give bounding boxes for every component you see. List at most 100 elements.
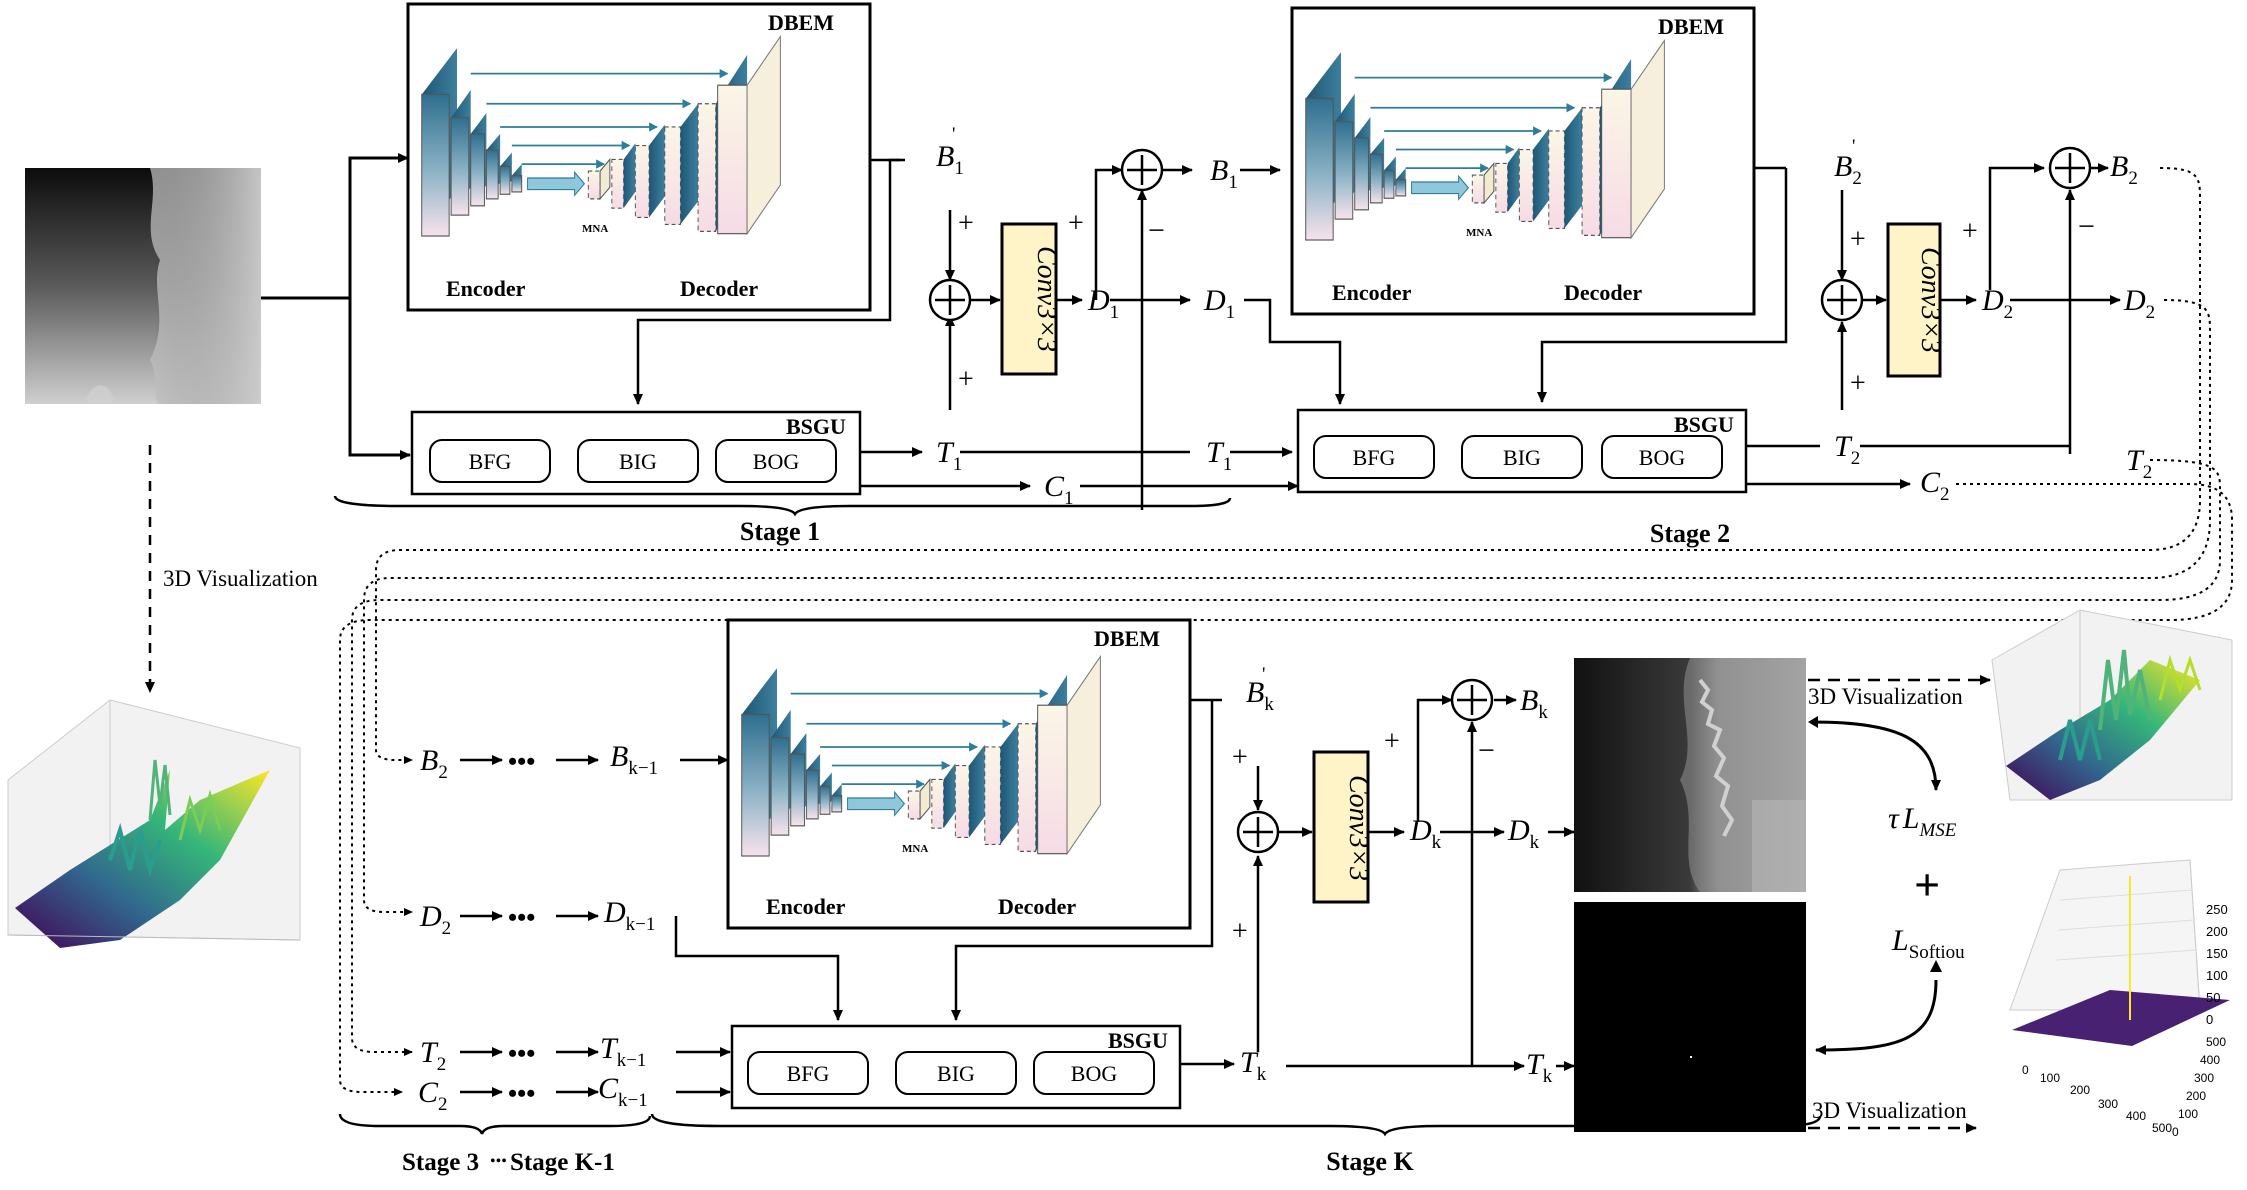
svg-text:D1: D1 [1087,284,1119,323]
svg-text:+: + [1850,224,1866,255]
surface-plot-left [7,699,301,948]
intermediate-rows: B2 D2 T2 C2 ••• ••• ••• ••• Bk−1 Dk−1 Tk… [418,740,658,1115]
encoder-label: Encoder [446,276,526,301]
stage3-label: Stage 3 [402,1149,479,1176]
brace-stagek [650,1113,1822,1137]
svg-text:+: + [1850,368,1866,399]
svg-text:': ' [952,124,955,145]
svg-text:Ck−1: Ck−1 [598,1072,648,1111]
svg-text:Conv3×3: Conv3×3 [1915,247,1946,353]
svg-text:C1: C1 [1044,470,1074,509]
svg-text:BSGU: BSGU [1674,412,1734,437]
stagek-bsgu: BSGU BFG BIG BOG [730,1024,1182,1110]
svg-text:BSGU: BSGU [1108,1028,1168,1053]
svg-text:BOG: BOG [1071,1061,1118,1086]
svg-text:Conv3×3: Conv3×3 [1031,246,1062,352]
spike-plot-ztick-labels: 250 200 150 100 50 0 [2206,902,2228,1027]
svg-text:D1: D1 [1203,284,1235,323]
brace-stage1 [333,495,1232,517]
svg-text:D2: D2 [1981,284,2013,323]
svg-text:MNA: MNA [902,843,928,855]
svg-text:BFG: BFG [787,1061,830,1086]
svg-text:Tk−1: Tk−1 [600,1032,646,1071]
stage1-bsgu: BSGU BFG BIG BOG [410,410,862,496]
svg-text:50: 50 [2206,990,2220,1005]
stage2-dbem: DBEM Encoder Decoder MNA [1290,6,1756,316]
svg-text:+: + [1068,208,1084,239]
viz-label-top-right: 3D Visualization [1808,684,1963,709]
svg-text:C2: C2 [1920,466,1950,505]
svg-text:+: + [1232,916,1248,947]
svg-text:LSoftiou: LSoftiou [1891,924,1965,963]
svg-text:•••: ••• [508,903,535,932]
svg-text:C2: C2 [418,1076,448,1115]
spike-plot-xtick-labels: 0 100 200 300 400 500 [2022,1063,2172,1135]
svg-text:+: + [958,208,974,239]
svg-text:200: 200 [2070,1083,2090,1097]
svg-text:MNA: MNA [1466,227,1492,239]
stage1-label: Stage 1 [740,517,820,546]
bog-label: BOG [753,449,800,474]
svg-text:D2: D2 [419,900,451,939]
svg-text:DBEM: DBEM [1094,626,1160,651]
svg-text:Tk: Tk [1526,1048,1553,1087]
mna-label: MNA [582,223,608,235]
svg-text:T2: T2 [2126,444,2152,483]
svg-text:100: 100 [2040,1071,2060,1085]
stage2-labels: B2 ' D2 B2 D2 T2 T2 C2 [1834,136,2155,505]
svg-text:Bk: Bk [1246,676,1274,715]
svg-text:DBEM: DBEM [1658,14,1724,39]
svg-text:500: 500 [2152,1121,2172,1135]
viz-label-left: 3D Visualization [163,566,318,591]
svg-text:T1: T1 [936,436,962,475]
svg-text:BFG: BFG [1353,445,1396,470]
svg-text:500: 500 [2206,1035,2226,1049]
svg-text:Encoder: Encoder [766,894,846,919]
svg-text:BOG: BOG [1639,445,1686,470]
svg-text:B1: B1 [1210,154,1238,193]
svg-text:200: 200 [2206,924,2228,939]
big-label: BIG [619,449,657,474]
svg-text:B2: B2 [420,744,448,783]
svg-text:Bk: Bk [1520,684,1548,723]
dbem-title: DBEM [768,10,834,35]
svg-text:BIG: BIG [937,1061,975,1086]
svg-text:Decoder: Decoder [998,894,1076,919]
stage2-label: Stage 2 [1650,519,1730,548]
svg-text:Dk: Dk [1507,814,1540,853]
viz-label-bottom-right: 3D Visualization [1812,1098,1967,1123]
svg-text:300: 300 [2194,1071,2214,1085]
svg-text:Decoder: Decoder [1564,280,1642,305]
svg-text:•••: ••• [508,1079,535,1108]
svg-text:250: 250 [2206,902,2228,917]
svg-text:D2: D2 [2123,284,2155,323]
output-mask-image [1574,902,1806,1132]
conv-block-1: Conv3×3 [1000,222,1062,376]
svg-text:400: 400 [2200,1053,2220,1067]
svg-text:•••: ••• [508,1039,535,1068]
surface-plot-right [1991,609,2233,801]
svg-text:300: 300 [2098,1097,2118,1111]
bsgu-title: BSGU [786,414,846,439]
svg-text:Dk: Dk [1409,814,1442,853]
svg-text:Bk−1: Bk−1 [610,740,658,779]
svg-text:T1: T1 [1206,436,1232,475]
svg-text:200: 200 [2186,1089,2206,1103]
svg-text:−: − [2078,210,2095,243]
output-depth-image [1574,658,1806,892]
svg-text:400: 400 [2126,1109,2146,1123]
svg-text:+: + [1962,216,1978,247]
stage-k1-label: Stage K-1 [510,1149,615,1176]
stagek-dbem: DBEM Encoder Decoder MNA [726,618,1192,930]
stage1-dbem: DBEM Encoder Decoder MNA [406,2,872,312]
loss-terms: τ LMSE + LSoftiou [1888,802,1965,963]
input-depth-image [25,168,261,404]
stagek-labels: Bk ' Dk Bk Dk Tk Tk [1240,664,1553,1087]
svg-text:Tk: Tk [1240,1046,1267,1085]
svg-text:B1: B1 [936,140,964,179]
svg-text:T2: T2 [1834,430,1860,469]
svg-text:': ' [1852,136,1855,157]
spike-plot: 250 200 150 100 50 0 0 100 200 300 400 5… [2009,859,2230,1139]
